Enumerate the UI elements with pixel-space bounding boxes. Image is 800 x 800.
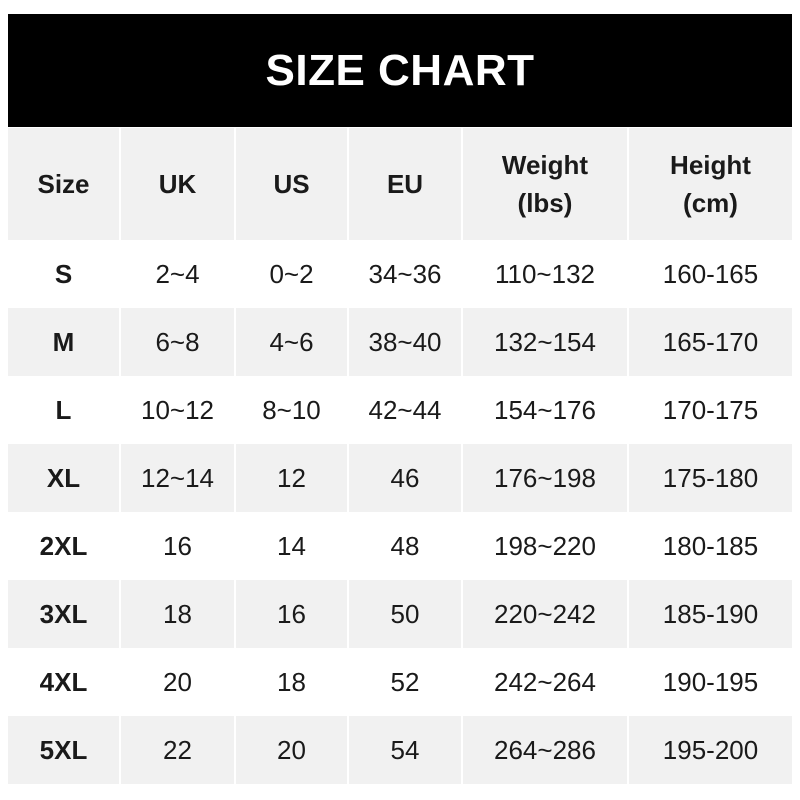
header-weight-label: Weight [501,150,589,180]
cell-size: 5XL [39,734,88,765]
cell-uk: 16 [119,512,235,580]
header-height: Height (cm) [627,128,792,240]
table-row: L 10~12 8~10 42~44 154~176 170-175 [8,376,792,444]
header-weight: Weight (lbs) [461,128,628,240]
table-row: 3XL 18 16 50 220~242 185-190 [8,580,792,648]
cell-uk: 20 [119,648,235,716]
header-eu-label: EU [386,169,424,199]
header-size: Size [8,128,120,240]
cell-height: 195-200 [627,716,792,784]
cell-height: 160-165 [627,240,792,308]
header-us-label: US [273,169,310,199]
size-table: Size UK US EU Weight (lbs) Height (cm) S 2~… [8,128,792,784]
cell-height: 175-180 [627,444,792,512]
header-size-label: Size [37,169,90,199]
cell-us: 8~10 [234,376,348,444]
cell-size: 3XL [39,598,88,629]
cell-size: 4XL [39,666,88,697]
cell-eu: 34~36 [347,240,462,308]
table-row: 2XL 16 14 48 198~220 180-185 [8,512,792,580]
table-body: S 2~4 0~2 34~36 110~132 160-165 M 6~8 4~6 38~40 13… [8,240,792,784]
header-row: Size UK US EU Weight (lbs) Height (cm) [8,128,792,240]
cell-weight: 264~286 [461,716,628,784]
cell-uk: 10~12 [119,376,235,444]
cell-uk: 12~14 [119,444,235,512]
header-uk-label: UK [158,169,197,199]
cell-height: 185-190 [627,580,792,648]
cell-size: S [54,258,73,289]
cell-eu: 38~40 [347,308,462,376]
header-uk: UK [119,128,235,240]
size-chart-title: SIZE CHART [8,14,792,127]
cell-uk: 22 [119,716,235,784]
cell-us: 4~6 [234,308,348,376]
table-row: 4XL 20 18 52 242~264 190-195 [8,648,792,716]
cell-size: 2XL [39,530,88,561]
cell-height: 165-170 [627,308,792,376]
cell-weight: 132~154 [461,308,628,376]
cell-height: 180-185 [627,512,792,580]
cell-height: 190-195 [627,648,792,716]
cell-height: 170-175 [627,376,792,444]
cell-us: 20 [234,716,348,784]
table-row: S 2~4 0~2 34~36 110~132 160-165 [8,240,792,308]
cell-size: L [55,394,72,425]
cell-size: M [52,326,75,357]
table-row: M 6~8 4~6 38~40 132~154 165-170 [8,308,792,376]
cell-uk: 6~8 [119,308,235,376]
cell-eu: 42~44 [347,376,462,444]
table-row: 5XL 22 20 54 264~286 195-200 [8,716,792,784]
cell-eu: 48 [347,512,462,580]
cell-weight: 176~198 [461,444,628,512]
cell-us: 16 [234,580,348,648]
cell-eu: 54 [347,716,462,784]
cell-eu: 50 [347,580,462,648]
header-eu: EU [347,128,462,240]
cell-weight: 242~264 [461,648,628,716]
cell-eu: 52 [347,648,462,716]
cell-weight: 220~242 [461,580,628,648]
cell-size: XL [46,462,81,493]
cell-uk: 18 [119,580,235,648]
cell-eu: 46 [347,444,462,512]
cell-weight: 154~176 [461,376,628,444]
table-row: XL 12~14 12 46 176~198 175-180 [8,444,792,512]
header-height-label: Height [670,150,751,180]
cell-weight: 110~132 [461,240,628,308]
header-height-unit: (cm) [683,188,738,218]
cell-us: 18 [234,648,348,716]
cell-us: 14 [234,512,348,580]
cell-uk: 2~4 [119,240,235,308]
header-weight-unit: (lbs) [517,188,573,218]
header-us: US [234,128,348,240]
cell-us: 0~2 [234,240,348,308]
cell-us: 12 [234,444,348,512]
cell-weight: 198~220 [461,512,628,580]
